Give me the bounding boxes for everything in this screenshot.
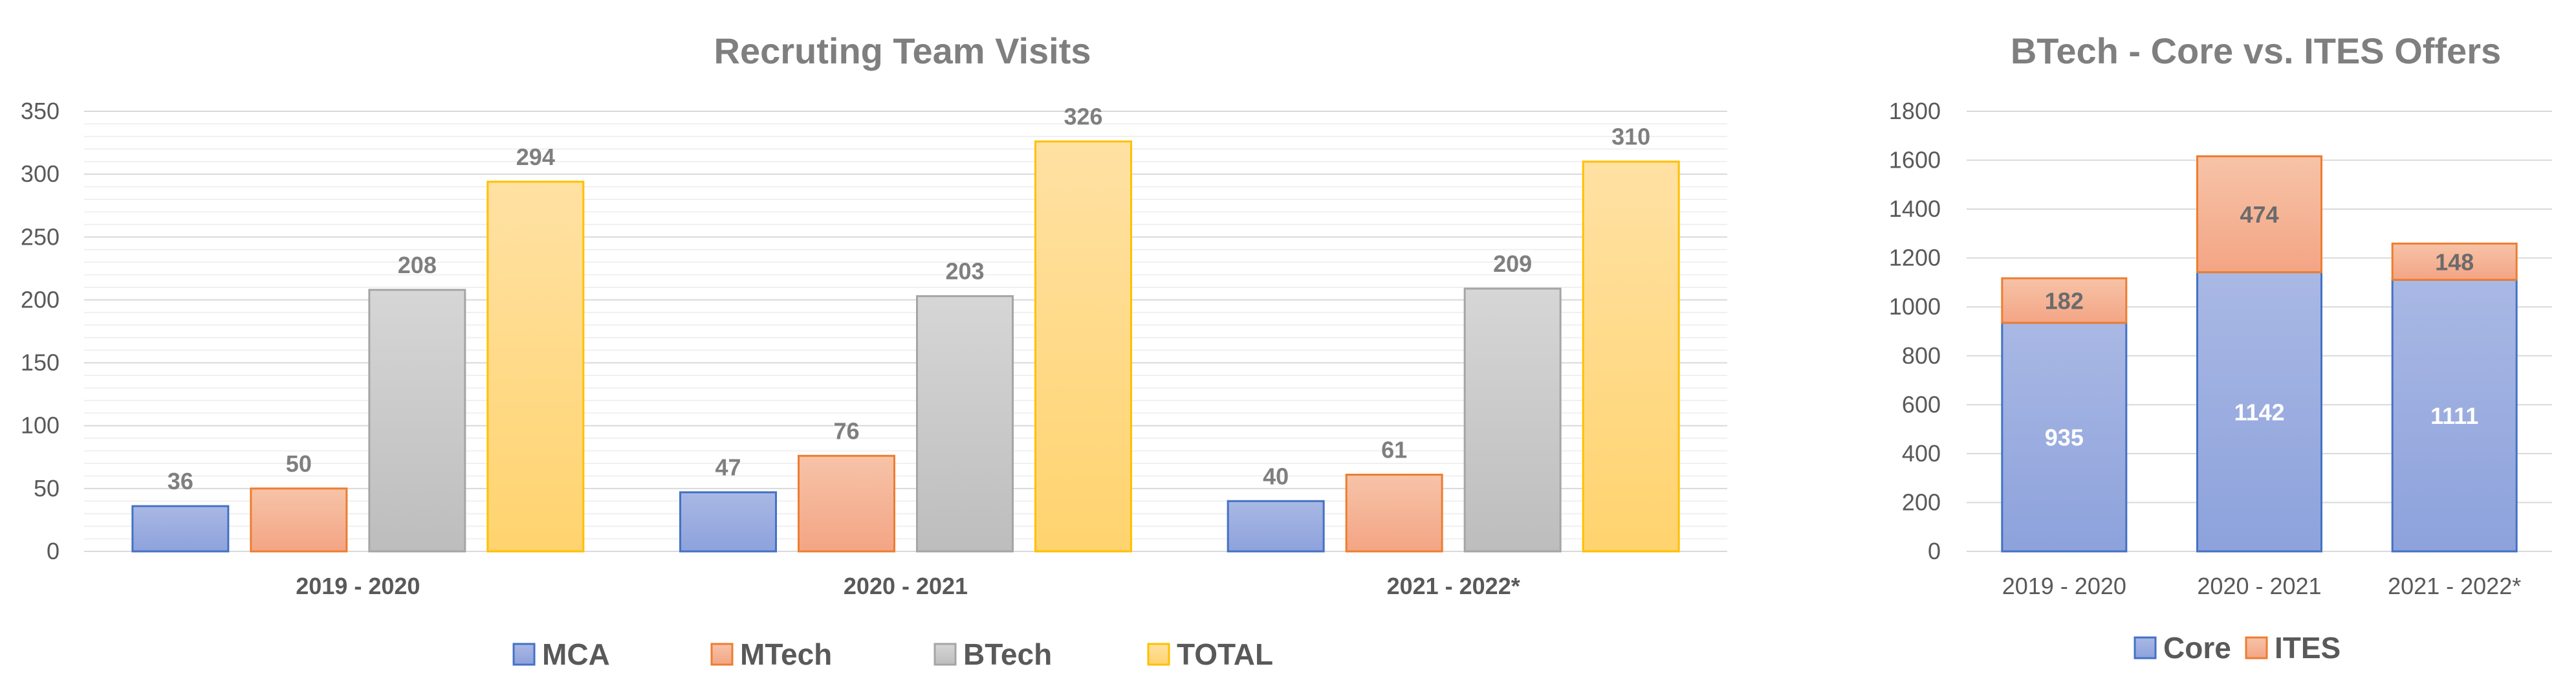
chart1-data-label: 209 bbox=[1493, 250, 1532, 277]
chart1-bar-btech-2020-2021 bbox=[916, 295, 1014, 553]
chart1-bar-mca-2019-2020 bbox=[131, 505, 230, 553]
chart2-y-tick-label: 400 bbox=[1902, 440, 1941, 467]
chart2-legend: Core ITES bbox=[2134, 631, 2341, 665]
recruiting-visits-chart: Recruting Team Visits 0 50 100 150 200 250 300… bbox=[21, 30, 1727, 671]
chart1-bar-total-2021-2022 bbox=[1582, 160, 1680, 553]
chart1-bar-mtech-2020-2021 bbox=[798, 454, 895, 553]
chart1-bar-btech-2021-2022 bbox=[1463, 287, 1562, 553]
chart2-y-tick-label: 1800 bbox=[1889, 98, 1941, 124]
chart1-bar-mca-2021-2022 bbox=[1227, 500, 1325, 553]
chart1-legend: MCA MTech BTech TOTAL bbox=[512, 637, 1273, 671]
chart1-legend-label-total: TOTAL bbox=[1177, 637, 1273, 671]
chart2-data-label: 1111 bbox=[2430, 403, 2478, 429]
chart2-legend-swatch-ites bbox=[2245, 636, 2268, 659]
chart1-bar-total-2019-2020 bbox=[486, 181, 585, 553]
chart1-legend-swatch-btech bbox=[933, 643, 957, 666]
chart1-data-label: 310 bbox=[1611, 124, 1650, 150]
chart1-y-tick-label: 100 bbox=[21, 412, 60, 439]
chart1-x-category-label: 2019 - 2020 bbox=[296, 573, 420, 599]
chart1-bar-total-2020-2021 bbox=[1034, 140, 1132, 553]
btech-core-ites-chart: BTech - Core vs. ITES Offers 0 200 400 600 8… bbox=[1889, 30, 2552, 665]
chart1-data-label: 76 bbox=[833, 417, 859, 444]
chart2-legend-label-core: Core bbox=[2163, 631, 2231, 665]
chart2-data-label: 182 bbox=[2045, 287, 2084, 314]
chart1-y-tick-label: 200 bbox=[21, 286, 60, 313]
chart2-bar-core-2021-2022 bbox=[2391, 278, 2518, 553]
chart2-bar-core-2019-2020 bbox=[2001, 322, 2128, 553]
chart1-x-category-label: 2021 - 2022* bbox=[1387, 573, 1520, 599]
chart1-data-label: 50 bbox=[286, 450, 312, 477]
chart2-x-category-label: 2019 - 2020 bbox=[2002, 573, 2126, 599]
chart2-bar-core-2020-2021 bbox=[2196, 271, 2322, 553]
chart2-y-tick-label: 1400 bbox=[1889, 195, 1941, 222]
chart1-legend-label-mca: MCA bbox=[542, 637, 610, 671]
chart1-data-label: 61 bbox=[1381, 436, 1407, 463]
chart2-y-tick-label: 200 bbox=[1902, 489, 1941, 515]
chart2-bar-ites-2021-2022 bbox=[2391, 242, 2518, 281]
chart1-y-tick-label: 250 bbox=[21, 223, 60, 250]
chart1-legend-label-mtech: MTech bbox=[740, 637, 832, 671]
chart1-data-label: 326 bbox=[1064, 104, 1102, 130]
chart2-title: BTech - Core vs. ITES Offers bbox=[2011, 30, 2501, 71]
chart1-data-label: 40 bbox=[1263, 463, 1289, 489]
chart1-legend-swatch-total bbox=[1147, 643, 1170, 666]
chart2-y-tick-label: 0 bbox=[1928, 538, 1941, 564]
chart1-data-label: 36 bbox=[168, 468, 193, 494]
chart1-bar-mca-2020-2021 bbox=[679, 491, 777, 553]
chart2-x-category-label: 2020 - 2021 bbox=[2197, 573, 2321, 599]
chart1-bar-mtech-2021-2022 bbox=[1345, 473, 1443, 553]
chart2-x-category-label: 2021 - 2022* bbox=[2388, 573, 2521, 599]
chart1-legend-swatch-mtech bbox=[710, 643, 734, 666]
chart1-y-tick-label: 300 bbox=[21, 160, 60, 187]
chart1-legend-swatch-mca bbox=[512, 643, 536, 666]
chart1-bar-btech-2019-2020 bbox=[368, 289, 466, 553]
chart2-legend-swatch-core bbox=[2134, 636, 2157, 659]
chart2-data-label: 474 bbox=[2240, 201, 2278, 228]
chart1-data-label: 294 bbox=[516, 144, 555, 170]
chart1-y-tick-label: 150 bbox=[21, 349, 60, 376]
chart1-data-label: 203 bbox=[945, 258, 984, 285]
chart1-bar-mtech-2019-2020 bbox=[250, 487, 348, 553]
chart2-data-label: 935 bbox=[2045, 424, 2084, 450]
chart1-y-tick-label: 0 bbox=[47, 538, 60, 564]
chart1-legend-label-btech: BTech bbox=[963, 637, 1052, 671]
chart2-data-label: 1142 bbox=[2234, 399, 2284, 425]
chart1-data-label: 208 bbox=[398, 252, 437, 278]
chart1-y-tick-label: 350 bbox=[21, 98, 60, 124]
chart2-y-tick-label: 800 bbox=[1902, 342, 1941, 369]
chart2-y-tick-label: 1600 bbox=[1889, 147, 1941, 173]
chart2-data-label: 148 bbox=[2435, 249, 2474, 275]
chart2-bar-ites-2019-2020 bbox=[2001, 277, 2128, 324]
chart2-bar-ites-2020-2021 bbox=[2196, 155, 2322, 274]
chart2-y-tick-label: 1200 bbox=[1889, 245, 1941, 271]
chart1-x-category-label: 2020 - 2021 bbox=[844, 573, 968, 599]
chart1-title: Recruting Team Visits bbox=[714, 30, 1091, 71]
chart2-y-tick-label: 600 bbox=[1902, 391, 1941, 417]
chart2-y-tick-label: 1000 bbox=[1889, 293, 1941, 320]
chart2-legend-label-ites: ITES bbox=[2275, 631, 2341, 665]
chart1-y-tick-label: 50 bbox=[34, 475, 60, 502]
chart1-data-label: 47 bbox=[715, 454, 741, 481]
